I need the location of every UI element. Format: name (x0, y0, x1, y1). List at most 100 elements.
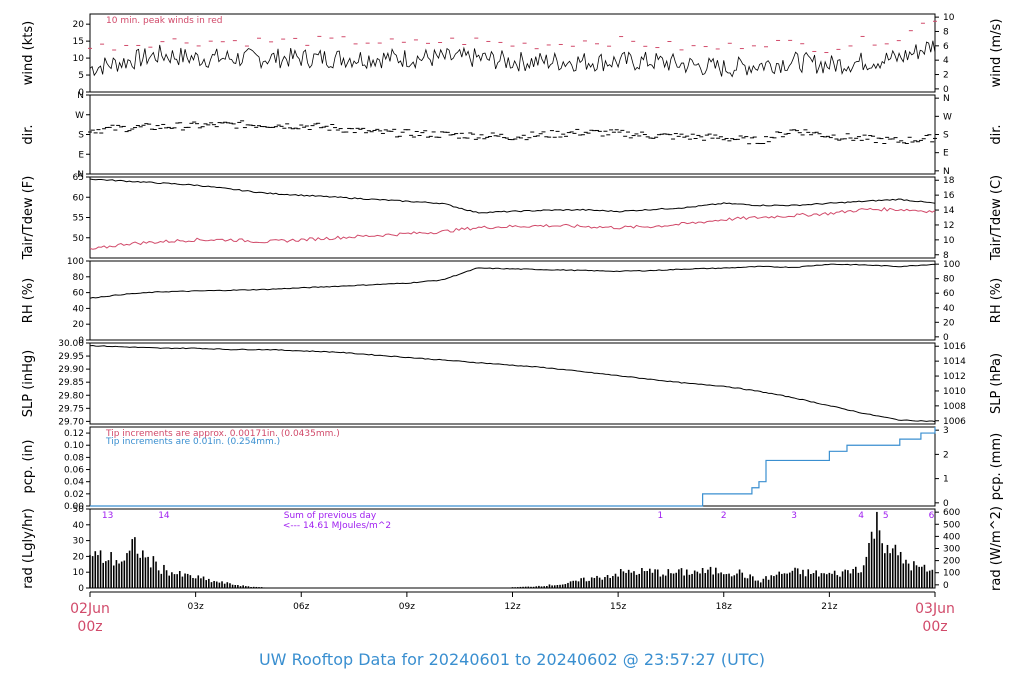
x-start-date: 02Jun (70, 601, 110, 617)
panel-rh: RH (%) RH (%) 0 20 40 60 80 100 0 20 40 60 80 100 (21, 257, 1004, 346)
y-tick-label-right: N (943, 167, 950, 177)
y-tick-label-right: 6 (943, 42, 949, 52)
y-tick-label-left: 40 (73, 304, 85, 314)
y-tick-label-left: 20 (73, 20, 85, 30)
y-tick-label-right: S (943, 131, 949, 141)
day-marker: 5 (883, 511, 889, 521)
panel-frame (89, 342, 936, 425)
y-axis-label-right: SLP (hPa) (989, 353, 1004, 414)
y-tick-label-left: N (77, 170, 84, 180)
y-tick-label-left: 0 (78, 336, 84, 346)
y-tick-label-left: 29.75 (58, 404, 84, 414)
y-tick-label-left: 65 (73, 173, 84, 183)
y-tick-label-right: 8 (943, 251, 949, 261)
y-tick-label-right: 2 (943, 71, 949, 81)
y-tick-label-left: 40 (73, 521, 85, 531)
y-tick-label-right: 1014 (943, 357, 966, 367)
x-tick-label: 18z (716, 602, 732, 612)
y-tick-label-right: 14 (943, 206, 955, 216)
y-tick-label-right: 1010 (943, 387, 966, 397)
y-tick-label-right: W (943, 112, 952, 122)
footer-title: UW Rooftop Data for 20240601 to 20240602… (259, 650, 765, 669)
panel-temp: Tair/Tdew (F) Tair/Tdew (C) 50 55 60 65 8 10 12 1… (21, 173, 1004, 261)
y-tick-label-right: 100 (943, 260, 960, 270)
y-axis-label-right: dir. (989, 124, 1004, 144)
y-tick-label-left: 30.00 (58, 339, 84, 349)
series-tdew-line (89, 207, 936, 250)
x-end-hour: 00z (922, 619, 947, 635)
y-tick-label-right: 400 (943, 532, 960, 542)
y-tick-label-left: 0.02 (64, 490, 84, 500)
y-tick-label-left: 80 (73, 273, 85, 283)
day-marker: 13 (102, 511, 113, 521)
y-tick-label-right: 80 (943, 275, 955, 285)
y-tick-label-right: 20 (943, 318, 955, 328)
y-axis-label-left: wind (kts) (21, 21, 36, 85)
y-tick-label-right: 18 (943, 176, 955, 186)
y-axis-label-left: pcp. (in) (21, 440, 36, 494)
y-tick-label-right: 0 (943, 333, 949, 343)
series-rh-line (89, 263, 936, 299)
y-axis-label-right: wind (m/s) (989, 19, 1004, 88)
panel-frame (89, 13, 936, 93)
day-marker: 3 (791, 511, 797, 521)
y-tick-label-left: 0.08 (64, 453, 84, 463)
y-axis-label-right: pcp. (mm) (989, 433, 1004, 500)
y-tick-label-left: 0 (78, 584, 84, 594)
panel-rad: rad (Lgly/hr) rad (W/m^2)0102030405001002… (21, 505, 1004, 594)
y-axis-label-left: RH (%) (21, 278, 36, 323)
y-tick-label-left: 5 (78, 71, 84, 81)
y-axis-label-right: Tair/Tdew (C) (989, 175, 1004, 261)
series-wind-line (89, 40, 936, 78)
y-tick-label-right: 40 (943, 304, 955, 314)
y-axis-label-left: Tair/Tdew (F) (21, 176, 36, 261)
x-axis: 03z 06z 09z 12z 15z 18z 21z 02Jun 00z 03Jun 00z (70, 591, 955, 635)
day-marker: 2 (721, 511, 727, 521)
y-tick-label-right: 16 (943, 191, 955, 201)
y-tick-label-left: N (77, 91, 84, 101)
y-tick-label-right: 300 (943, 545, 960, 555)
y-tick-label-left: 0.12 (64, 429, 84, 439)
y-tick-label-right: 1012 (943, 372, 966, 382)
day-marker: 14 (158, 511, 170, 521)
y-tick-label-right: 100 (943, 569, 960, 579)
x-tick-label: 09z (399, 602, 415, 612)
x-end-date: 03Jun (915, 601, 955, 617)
y-axis-label-left: dir. (21, 124, 36, 144)
y-tick-label-left: 29.70 (58, 417, 84, 427)
y-tick-label-left: 60 (73, 289, 85, 299)
y-tick-label-left: 0.00 (64, 502, 84, 512)
y-tick-label-left: 20 (73, 320, 85, 330)
y-axis-label-left: SLP (inHg) (21, 350, 36, 418)
y-tick-label-right: 0 (943, 581, 949, 591)
y-tick-label-right: 10 (943, 13, 955, 23)
y-axis-label-left: rad (Lgly/hr) (21, 508, 36, 589)
y-tick-label-right: 60 (943, 289, 955, 299)
pcp-note-blue: Tip increments are 0.01in. (0.254mm.) (105, 437, 280, 447)
day-marker: 1 (658, 511, 664, 521)
y-tick-label-left: 0.10 (64, 441, 84, 451)
y-tick-label-right: 3 (943, 426, 949, 436)
y-tick-label-left: 10 (73, 568, 85, 578)
x-tick-label: 03z (188, 602, 204, 612)
panel-pcp: pcp. (in) pcp. (mm) 0.00 0.02 0.04 0.06 0.08 0.… (21, 426, 1004, 512)
y-tick-label-right: 0 (943, 499, 949, 509)
y-tick-label-right: 1006 (943, 417, 966, 427)
panel-frame (89, 260, 936, 341)
series-slp-line (89, 345, 936, 423)
y-tick-label-right: 4 (943, 56, 949, 66)
y-tick-label-left: 60 (73, 193, 85, 203)
x-tick-label: 21z (821, 602, 837, 612)
series-pcp-line (90, 427, 936, 507)
y-tick-label-right: 0 (943, 85, 949, 95)
x-tick-label: 06z (293, 602, 309, 612)
rad-annotation: Sum of previous day (284, 511, 377, 521)
wind-annotation: 10 min. peak winds in red (106, 16, 223, 26)
y-tick-label-right: 10 (943, 236, 955, 246)
y-tick-label-left: 50 (73, 234, 85, 244)
panel-frame (89, 176, 936, 259)
series-tair-line (89, 178, 936, 214)
y-tick-label-right: 8 (943, 27, 949, 37)
